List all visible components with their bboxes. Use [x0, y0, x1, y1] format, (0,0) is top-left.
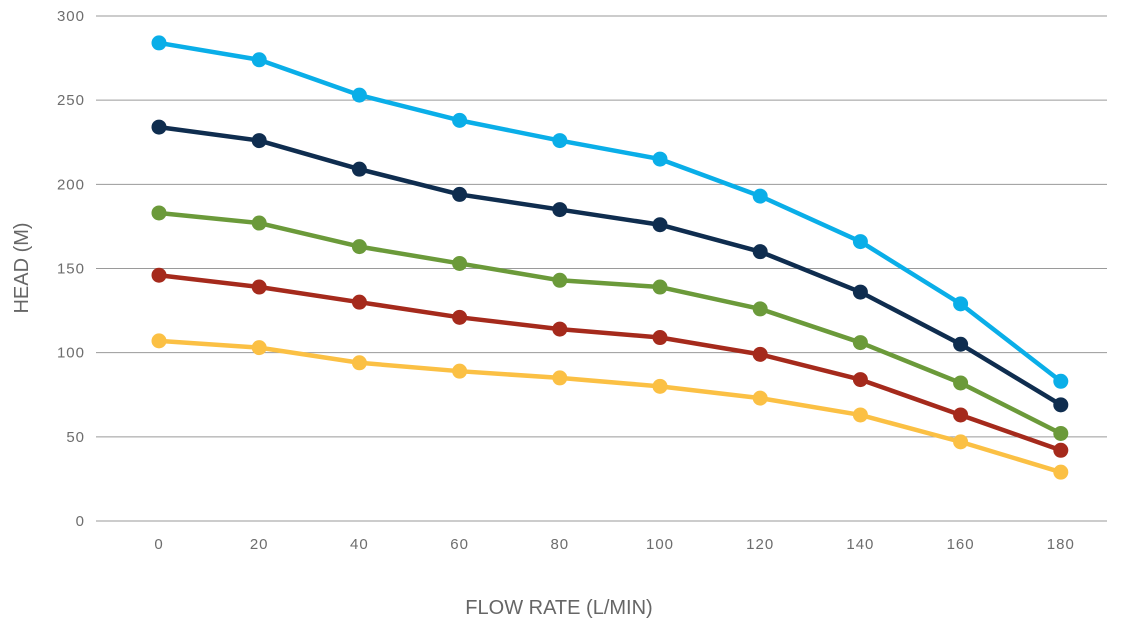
y-tick-label-250: 250: [57, 92, 85, 109]
series-3-point-140: [852, 335, 868, 351]
x-axis-title: FLOW RATE (L/MIN): [465, 597, 652, 619]
series-2-point-180: [1053, 397, 1069, 413]
series-4-point-20: [251, 279, 267, 295]
series-4-point-120: [752, 346, 768, 362]
series-4-point-140: [852, 372, 868, 388]
series-2-point-80: [552, 202, 568, 218]
x-tick-label-180: 180: [1047, 536, 1075, 553]
series-5-point-0: [151, 333, 167, 349]
series-1-point-60: [452, 112, 468, 128]
y-axis-title: HEAD (M): [11, 222, 33, 313]
series-5-point-160: [953, 434, 969, 450]
series-1-point-0: [151, 35, 167, 51]
series-5-point-180: [1053, 464, 1069, 480]
series-1-point-100: [652, 151, 668, 167]
series-5-point-60: [452, 363, 468, 379]
series-1-point-180: [1053, 373, 1069, 389]
series-2-point-20: [251, 133, 267, 149]
x-tick-label-40: 40: [350, 536, 369, 553]
series-1-point-20: [251, 52, 267, 68]
series-line-5: [156, 338, 1064, 475]
series-3-point-160: [953, 375, 969, 391]
series-2-point-120: [752, 244, 768, 260]
x-tick-labels: 0 20 40 60 80 100 120 140 160 180: [154, 536, 1075, 553]
series-1-point-160: [953, 296, 969, 312]
series-3-point-60: [452, 255, 468, 271]
series-2-point-160: [953, 336, 969, 352]
series-1-point-120: [752, 188, 768, 204]
series-1-point-140: [852, 234, 868, 250]
series-3-point-180: [1053, 425, 1069, 441]
series-line-3: [156, 210, 1064, 436]
series-2-point-0: [151, 119, 167, 135]
series-5-point-20: [251, 340, 267, 356]
series-4-point-0: [151, 267, 167, 283]
x-tick-label-160: 160: [947, 536, 975, 553]
series-5-point-140: [852, 407, 868, 423]
series-line-1: [156, 40, 1064, 384]
series-1-point-40: [351, 87, 367, 103]
x-tick-label-60: 60: [450, 536, 469, 553]
y-tick-labels: 0 50 100 150 200 250 300: [57, 8, 85, 530]
x-tick-label-20: 20: [250, 536, 269, 553]
series-2-point-140: [852, 284, 868, 300]
series-3-point-100: [652, 279, 668, 295]
series-line-2: [156, 124, 1064, 408]
series-2-point-40: [351, 161, 367, 177]
series-4-point-80: [552, 321, 568, 337]
series-3-point-40: [351, 239, 367, 255]
x-tick-label-0: 0: [154, 536, 163, 553]
x-tick-label-140: 140: [846, 536, 874, 553]
x-tick-label-100: 100: [646, 536, 674, 553]
y-tick-label-50: 50: [66, 429, 85, 446]
y-tick-label-100: 100: [57, 345, 85, 362]
series-5-point-100: [652, 378, 668, 394]
series-5-point-120: [752, 390, 768, 406]
series-1-point-80: [552, 133, 568, 149]
series-4-point-100: [652, 330, 668, 346]
series-3-point-20: [251, 215, 267, 231]
y-tick-label-150: 150: [57, 261, 85, 278]
series-4-point-40: [351, 294, 367, 310]
series-5-point-40: [351, 355, 367, 371]
y-tick-label-200: 200: [57, 176, 85, 193]
series-3-point-0: [151, 205, 167, 221]
series-4-point-160: [953, 407, 969, 423]
series-lines: [151, 35, 1069, 480]
series-3-point-80: [552, 272, 568, 288]
series-line-4: [156, 272, 1064, 453]
x-tick-label-80: 80: [550, 536, 569, 553]
y-tick-label-0: 0: [76, 513, 85, 530]
series-4-point-180: [1053, 442, 1069, 458]
series-3-point-120: [752, 301, 768, 317]
y-tick-label-300: 300: [57, 8, 85, 25]
series-5-point-80: [552, 370, 568, 386]
series-2-point-60: [452, 186, 468, 202]
series-4-point-60: [452, 309, 468, 325]
series-2-point-100: [652, 217, 668, 233]
x-tick-label-120: 120: [746, 536, 774, 553]
